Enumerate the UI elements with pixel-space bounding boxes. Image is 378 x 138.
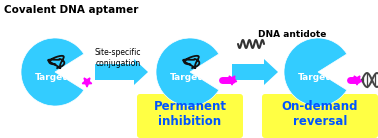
Text: Permanent
inhibition: Permanent inhibition: [153, 100, 226, 128]
Wedge shape: [21, 38, 84, 106]
Text: Covalent DNA aptamer: Covalent DNA aptamer: [4, 5, 138, 15]
FancyBboxPatch shape: [137, 94, 243, 138]
Text: Site-specific
conjugation: Site-specific conjugation: [95, 48, 141, 68]
Polygon shape: [227, 76, 237, 85]
Polygon shape: [232, 59, 278, 85]
Text: Target: Target: [35, 72, 67, 82]
FancyBboxPatch shape: [262, 94, 378, 138]
Polygon shape: [352, 76, 362, 85]
Text: Target: Target: [298, 72, 330, 82]
Polygon shape: [82, 78, 92, 87]
Text: DNA antidote: DNA antidote: [258, 30, 326, 39]
Wedge shape: [156, 38, 219, 106]
Wedge shape: [284, 38, 347, 106]
Text: Target: Target: [170, 72, 202, 82]
Polygon shape: [95, 59, 148, 85]
Text: On-demand
reversal: On-demand reversal: [282, 100, 358, 128]
